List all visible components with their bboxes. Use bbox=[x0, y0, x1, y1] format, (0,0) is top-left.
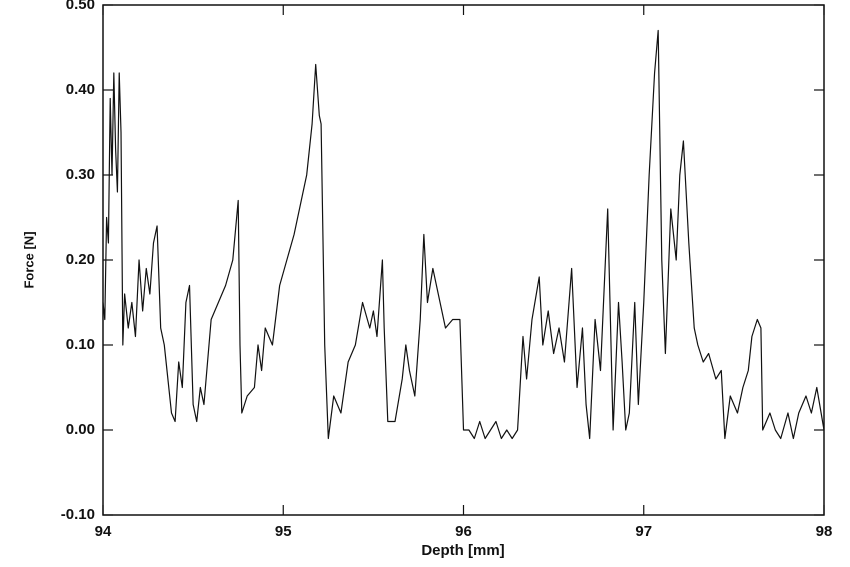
y-tick-label: 0.40 bbox=[66, 81, 95, 98]
y-axis-label: Force [N] bbox=[21, 231, 36, 288]
x-tick-label: 95 bbox=[275, 523, 292, 540]
x-tick-label: 98 bbox=[816, 523, 833, 540]
y-tick-label: 0.10 bbox=[66, 336, 95, 353]
y-tick-label: 0.20 bbox=[66, 251, 95, 268]
y-tick-label: 0.30 bbox=[66, 166, 95, 183]
x-tick-label: 97 bbox=[635, 523, 652, 540]
x-axis-label: Depth [mm] bbox=[421, 542, 504, 559]
y-tick-label: 0.00 bbox=[66, 421, 95, 438]
x-tick-label: 94 bbox=[95, 523, 112, 540]
x-tick-label: 96 bbox=[455, 523, 472, 540]
y-tick-label: 0.50 bbox=[66, 0, 95, 13]
y-tick-label: -0.10 bbox=[61, 506, 95, 523]
plot-frame bbox=[102, 4, 825, 516]
data-line bbox=[102, 29, 825, 440]
